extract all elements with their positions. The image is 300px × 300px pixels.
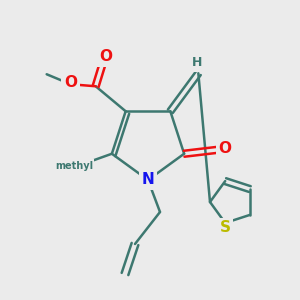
Text: O: O bbox=[219, 141, 232, 156]
Text: O: O bbox=[99, 49, 112, 64]
Text: O: O bbox=[64, 75, 77, 90]
Text: H: H bbox=[192, 56, 202, 69]
Text: S: S bbox=[220, 220, 231, 236]
Text: methyl: methyl bbox=[55, 161, 93, 171]
Text: N: N bbox=[142, 172, 154, 188]
